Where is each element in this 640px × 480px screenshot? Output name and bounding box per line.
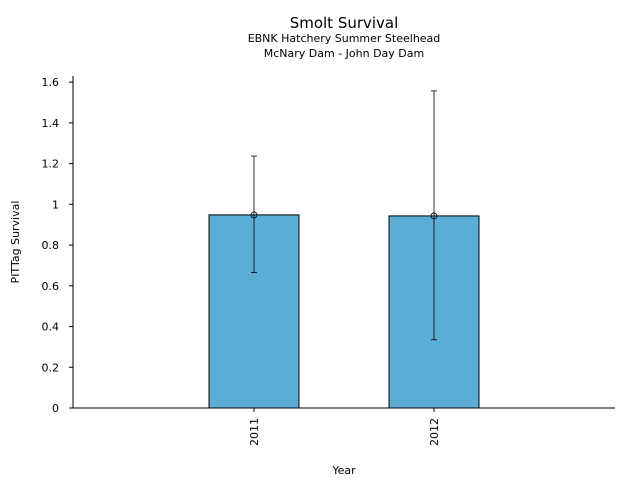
y-tick-label: 0.6 — [42, 280, 60, 293]
point-marker-2011 — [250, 211, 258, 219]
point-marker-2012 — [430, 212, 438, 220]
x-tick-label-2012: 2012 — [428, 418, 441, 446]
y-tick-label: 0.8 — [42, 239, 60, 252]
y-tick-label: 1 — [52, 198, 59, 211]
chart-title: Smolt Survival — [290, 14, 399, 32]
y-tick-label: 0.2 — [42, 361, 60, 374]
y-tick-label: 1.2 — [42, 158, 60, 171]
chart-subtitle-line-1: EBNK Hatchery Summer Steelhead — [248, 32, 441, 45]
y-tick-label: 0.4 — [42, 321, 60, 334]
y-tick-label: 1.6 — [42, 76, 60, 89]
y-tick-label: 1.4 — [42, 117, 60, 130]
chart-subtitle-line-2: McNary Dam - John Day Dam — [264, 47, 424, 60]
x-tick-label-2011: 2011 — [248, 418, 261, 446]
x-axis-label: Year — [331, 464, 356, 477]
y-tick-label: 0 — [52, 402, 59, 415]
plot-area — [208, 90, 480, 409]
y-axis-label: PITTag Survival — [9, 201, 22, 284]
